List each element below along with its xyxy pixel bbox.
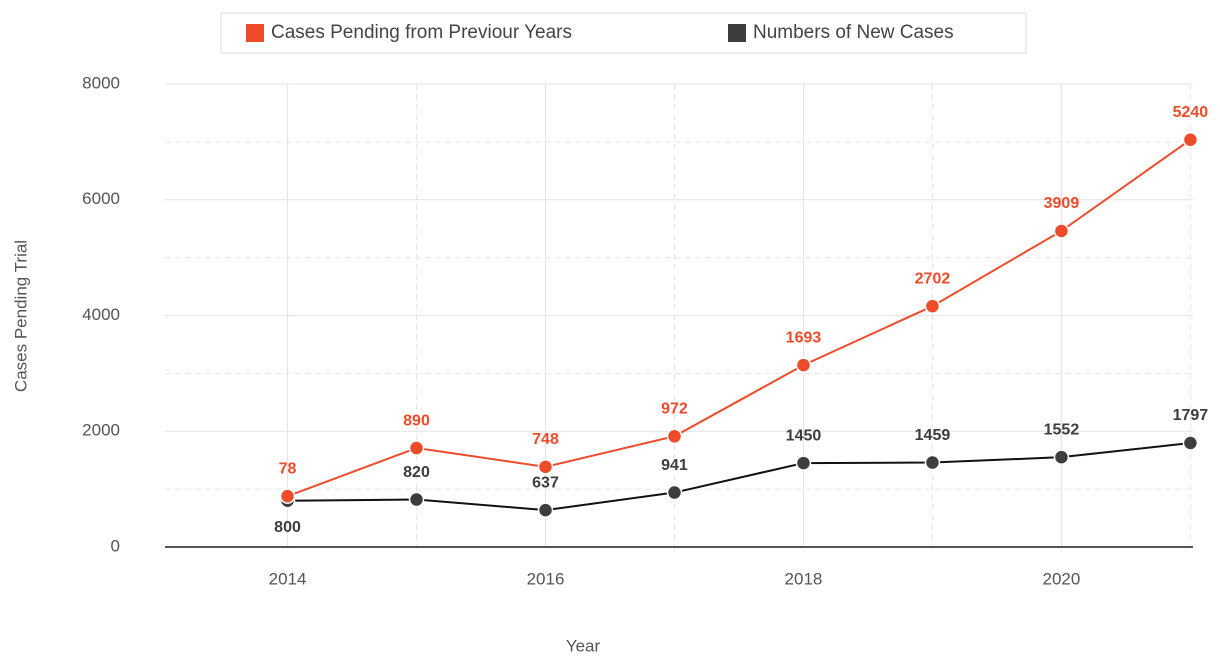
data-label: 748 [532, 431, 559, 448]
data-label: 972 [661, 401, 688, 418]
data-label: 1459 [915, 427, 951, 444]
data-point [666, 484, 683, 501]
data-label: 78 [279, 460, 297, 477]
data-point [1182, 131, 1199, 148]
data-label: 890 [403, 412, 430, 429]
legend-swatch [246, 24, 264, 42]
y-tick-label: 8000 [82, 73, 120, 92]
y-tick-label: 2000 [82, 421, 120, 440]
data-label: 1450 [786, 427, 822, 444]
legend-label: Numbers of New Cases [753, 22, 954, 43]
data-label: 1797 [1173, 407, 1209, 424]
y-tick-label: 0 [111, 536, 120, 555]
legend-swatch [728, 24, 746, 42]
series-line [287, 442, 1191, 512]
data-point [1053, 223, 1070, 239]
data-label: 1693 [786, 329, 822, 346]
data-label: 800 [274, 519, 301, 536]
x-tick-label: 2014 [269, 569, 307, 588]
data-point [1182, 435, 1199, 451]
data-label: 637 [532, 474, 559, 491]
y-tick-label: 4000 [82, 305, 120, 324]
x-tick-label: 2018 [785, 569, 823, 588]
legend-box [220, 12, 1027, 54]
data-point [408, 440, 425, 456]
y-axis-label: Cases Pending Trial [11, 240, 30, 392]
data-label: 1552 [1044, 421, 1080, 438]
x-tick-label: 2016 [527, 569, 565, 588]
data-label: 2702 [915, 270, 951, 287]
series-line [287, 138, 1191, 498]
data-label: 941 [661, 457, 688, 474]
x-axis-label: Year [566, 636, 601, 655]
data-label: 3909 [1044, 195, 1080, 212]
data-point [924, 298, 941, 314]
data-point [795, 357, 812, 373]
data-label: 820 [403, 464, 430, 481]
data-point [537, 459, 554, 475]
y-tick-label: 6000 [82, 189, 120, 208]
x-tick-label: 2020 [1043, 569, 1081, 588]
data-point [924, 454, 941, 471]
data-point [666, 428, 683, 445]
data-point [795, 455, 812, 471]
data-point [1053, 449, 1070, 465]
data-label: 5240 [1173, 104, 1209, 121]
data-point [408, 491, 425, 508]
data-point [279, 488, 296, 504]
legend-label: Cases Pending from Previour Years [271, 22, 572, 43]
data-point [537, 502, 554, 518]
